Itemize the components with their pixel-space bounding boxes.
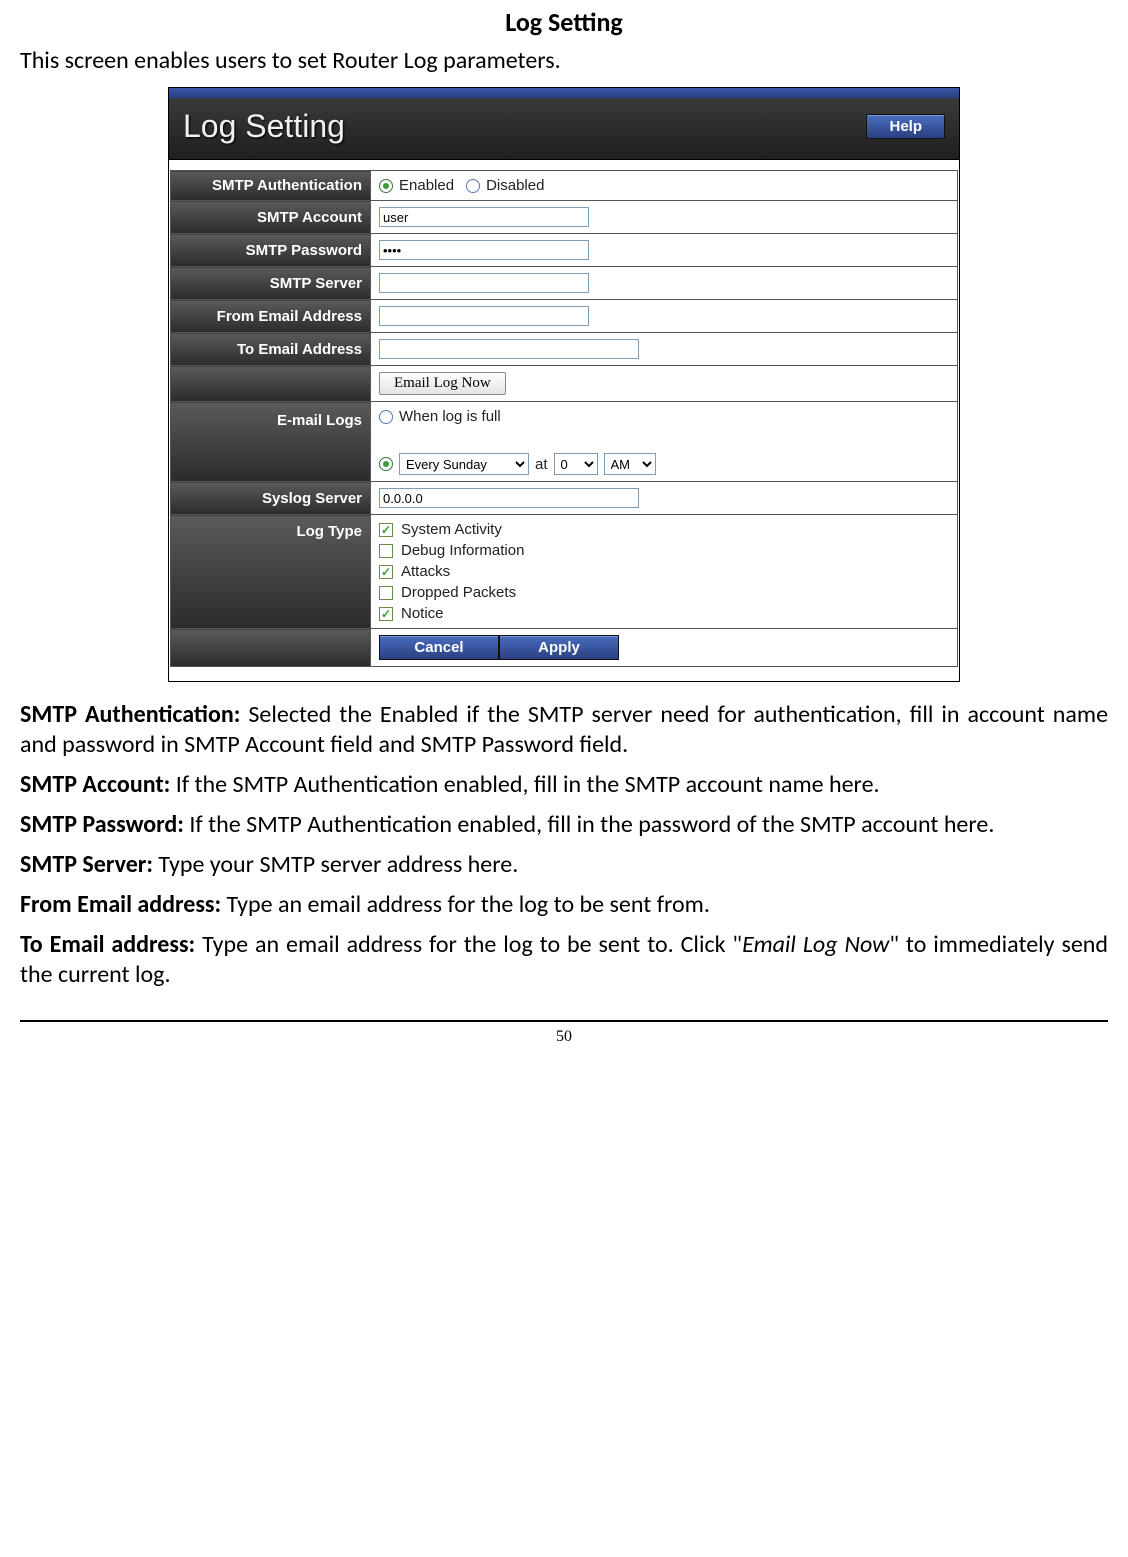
email-log-now-button[interactable]: Email Log Now bbox=[379, 372, 506, 395]
doc-title: Log Setting bbox=[20, 6, 1108, 38]
desc6-term: To Email address: bbox=[20, 930, 195, 959]
schedule-ampm-select[interactable]: AM bbox=[604, 453, 656, 475]
email-logs-schedule-radio[interactable] bbox=[379, 457, 393, 471]
log-type-item-label: System Activity bbox=[401, 521, 502, 538]
smtp-password-label: SMTP Password bbox=[171, 234, 371, 267]
page-number: 50 bbox=[556, 1028, 572, 1045]
log-type-row: ✓ System Activity bbox=[379, 521, 949, 538]
smtp-password-input[interactable] bbox=[379, 240, 589, 260]
log-type-checkbox[interactable] bbox=[379, 586, 393, 600]
doc-intro: This screen enables users to set Router … bbox=[20, 46, 1108, 75]
log-type-checkbox[interactable] bbox=[379, 544, 393, 558]
page-header: Log Setting Help bbox=[169, 98, 959, 160]
settings-form: SMTP Authentication Enabled Disabled SMT… bbox=[170, 170, 958, 667]
smtp-account-label: SMTP Account bbox=[171, 201, 371, 234]
at-label: at bbox=[535, 456, 548, 473]
email-logs-full-radio[interactable] bbox=[379, 410, 393, 424]
from-email-input[interactable] bbox=[379, 306, 589, 326]
window-titlebar bbox=[169, 88, 959, 98]
smtp-auth-disabled-text: Disabled bbox=[486, 177, 544, 194]
router-screenshot: Log Setting Help SMTP Authentication Ena… bbox=[168, 87, 960, 682]
syslog-label: Syslog Server bbox=[171, 482, 371, 515]
email-logs-full-text: When log is full bbox=[399, 408, 501, 425]
cancel-button[interactable]: Cancel bbox=[379, 635, 499, 660]
smtp-auth-label: SMTP Authentication bbox=[171, 171, 371, 201]
to-email-input[interactable] bbox=[379, 339, 639, 359]
desc3-text: If the SMTP Authentication enabled, fill… bbox=[184, 810, 995, 839]
log-type-label: Log Type bbox=[171, 515, 371, 629]
page-title: Log Setting bbox=[183, 108, 345, 145]
email-now-row-label bbox=[171, 366, 371, 402]
to-email-label: To Email Address bbox=[171, 333, 371, 366]
smtp-auth-disabled-radio[interactable] bbox=[466, 179, 480, 193]
schedule-hour-select[interactable]: 0 bbox=[554, 453, 598, 475]
desc6-text-a: Type an email address for the log to be … bbox=[195, 930, 742, 959]
log-type-row: ✓ Attacks bbox=[379, 563, 949, 580]
smtp-auth-enabled-text: Enabled bbox=[399, 177, 454, 194]
log-type-item-label: Notice bbox=[401, 605, 444, 622]
log-type-checkbox[interactable]: ✓ bbox=[379, 523, 393, 537]
log-type-row: Dropped Packets bbox=[379, 584, 949, 601]
log-type-item-label: Debug Information bbox=[401, 542, 524, 559]
smtp-auth-enabled-radio[interactable] bbox=[379, 179, 393, 193]
log-type-list: ✓ System Activity Debug Information ✓ Attack… bbox=[379, 521, 949, 622]
smtp-account-input[interactable] bbox=[379, 207, 589, 227]
desc4-text: Type your SMTP server address here. bbox=[153, 850, 518, 879]
log-type-item-label: Dropped Packets bbox=[401, 584, 516, 601]
page-footer: 50 bbox=[20, 1020, 1108, 1046]
apply-button[interactable]: Apply bbox=[499, 635, 619, 660]
log-type-checkbox[interactable]: ✓ bbox=[379, 607, 393, 621]
desc1-term: SMTP Authentication: bbox=[20, 700, 240, 729]
desc2-term: SMTP Account: bbox=[20, 770, 170, 799]
smtp-server-label: SMTP Server bbox=[171, 267, 371, 300]
description-block: SMTP Authentication: Selected the Enable… bbox=[20, 700, 1108, 990]
button-row-label bbox=[171, 629, 371, 667]
log-type-item-label: Attacks bbox=[401, 563, 450, 580]
desc5-term: From Email address: bbox=[20, 890, 221, 919]
log-type-checkbox[interactable]: ✓ bbox=[379, 565, 393, 579]
syslog-input[interactable] bbox=[379, 488, 639, 508]
smtp-server-input[interactable] bbox=[379, 273, 589, 293]
help-button[interactable]: Help bbox=[866, 114, 945, 139]
desc3-term: SMTP Password: bbox=[20, 810, 184, 839]
log-type-row: ✓ Notice bbox=[379, 605, 949, 622]
schedule-day-select[interactable]: Every Sunday bbox=[399, 453, 529, 475]
desc5-text: Type an email address for the log to be … bbox=[221, 890, 710, 919]
log-type-row: Debug Information bbox=[379, 542, 949, 559]
email-logs-label: E-mail Logs bbox=[171, 402, 371, 482]
desc4-term: SMTP Server: bbox=[20, 850, 153, 879]
from-email-label: From Email Address bbox=[171, 300, 371, 333]
desc2-text: If the SMTP Authentication enabled, fill… bbox=[170, 770, 879, 799]
desc6-em: Email Log Now bbox=[742, 930, 889, 959]
